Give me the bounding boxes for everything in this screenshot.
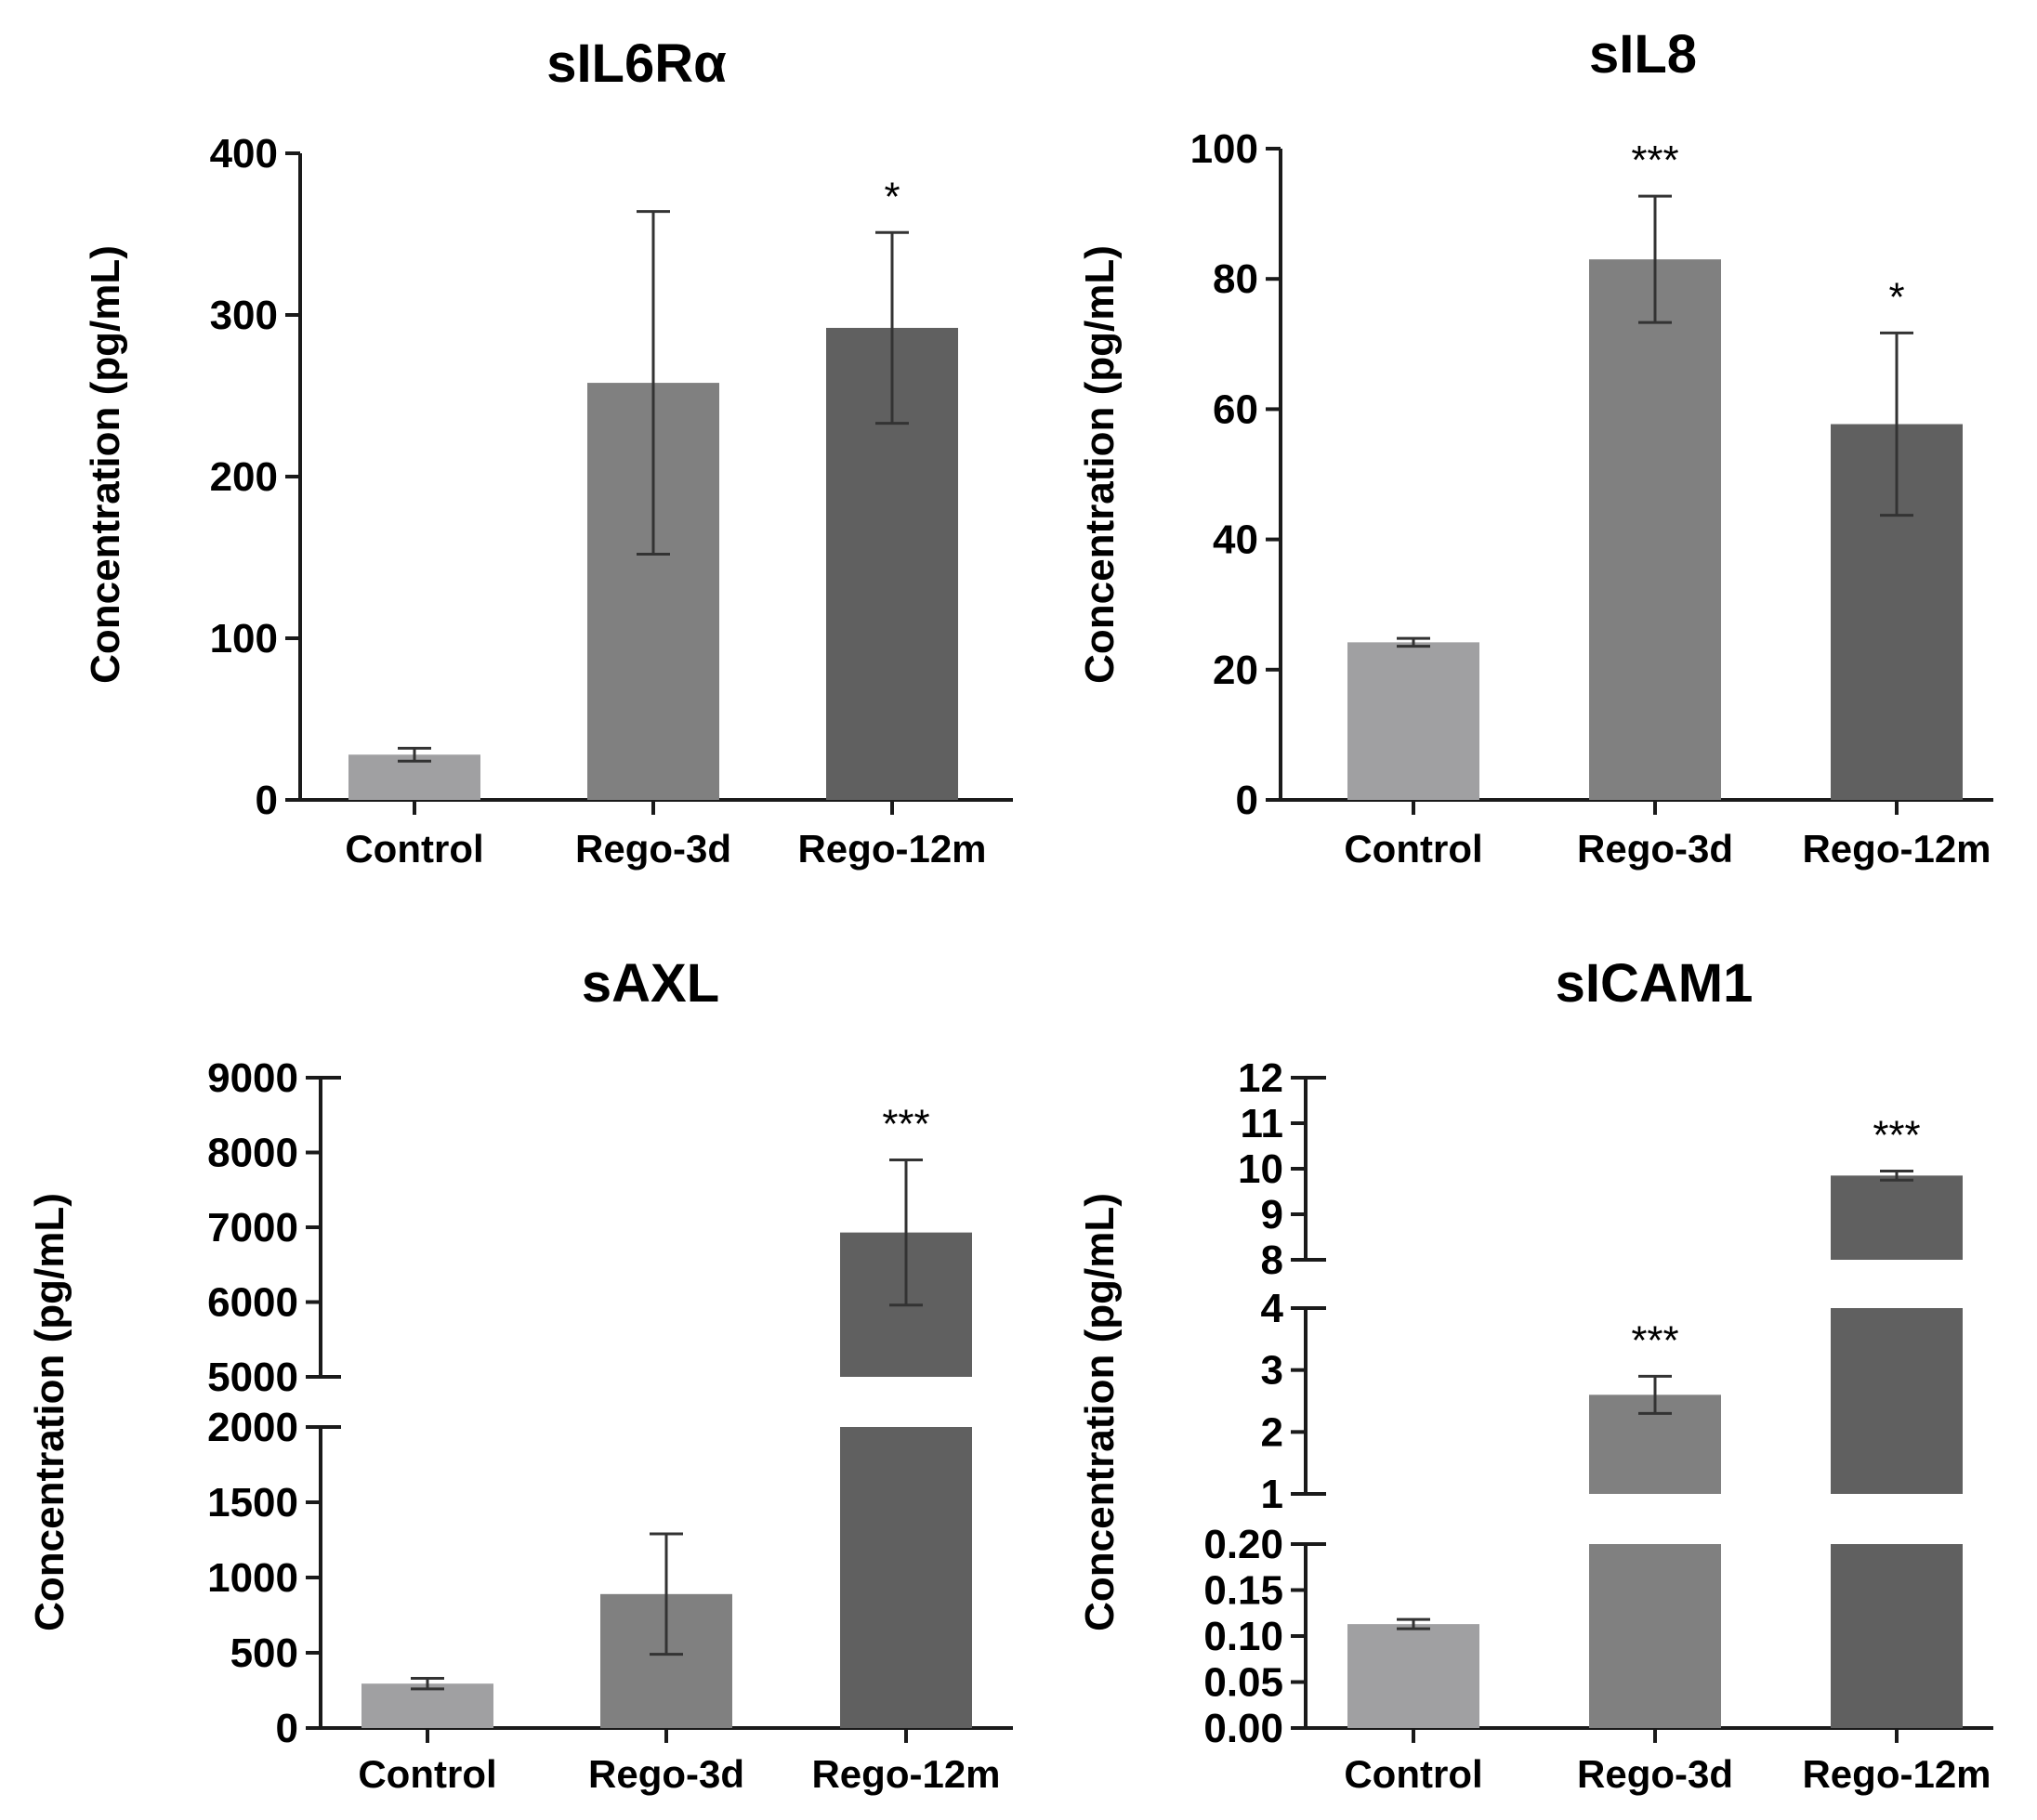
y-tick-label: 80 [1213, 256, 1258, 302]
y-tick-label: 100 [210, 616, 278, 661]
y-tick-label: 0 [256, 778, 278, 823]
x-tick-label-control: Control [358, 1752, 496, 1796]
y-tick-label: 2000 [207, 1405, 298, 1450]
y-tick-label: 20 [1213, 648, 1258, 693]
y-tick-label: 0.20 [1203, 1522, 1283, 1567]
y-tick-label: 1000 [207, 1555, 298, 1601]
panel-sicam1: sICAM1 Concentration (pg/mL) Control Reg… [1077, 953, 1993, 1796]
x-tick-label-rego-3d: Rego-3d [575, 827, 731, 871]
bar-rego-3d [1589, 1544, 1721, 1728]
x-tick-label-rego-3d: Rego-3d [1577, 1752, 1733, 1796]
y-tick-label: 300 [210, 293, 278, 338]
y-tick-label: 0 [1236, 778, 1258, 823]
y-tick-label: 12 [1238, 1055, 1283, 1101]
y-tick-label: 400 [210, 131, 278, 177]
y-tick-label: 100 [1190, 126, 1258, 172]
y-tick-label: 10 [1238, 1146, 1283, 1192]
y-tick-label: 0.15 [1203, 1568, 1283, 1614]
y-tick-label: 0.00 [1203, 1706, 1283, 1751]
y-axis-label: Concentration (pg/mL) [1077, 245, 1123, 684]
x-tick-label-control: Control [1344, 827, 1482, 871]
y-tick-label: 40 [1213, 517, 1258, 563]
chart-title: sICAM1 [1556, 953, 1754, 1014]
y-tick-label: 500 [230, 1630, 298, 1676]
x-tick-label-rego-3d: Rego-3d [1577, 827, 1733, 871]
y-tick-label: 9 [1261, 1192, 1283, 1237]
bar-rego-12m [840, 1427, 972, 1728]
bar-control [361, 1683, 493, 1728]
panel-sil8: sIL8 Concentration (pg/mL) Control Rego-… [1077, 24, 1993, 871]
y-tick-label: 9000 [207, 1055, 298, 1101]
panel-saxl: sAXL Concentration (pg/mL) Control Rego-… [27, 953, 1013, 1796]
chart-title: sIL6Rα [546, 33, 727, 94]
significance-marker: *** [1631, 137, 1678, 183]
y-tick-label: 4 [1261, 1286, 1284, 1331]
x-tick-label-rego-12m: Rego-12m [1802, 1752, 1991, 1796]
y-axis-label: Concentration (pg/mL) [27, 1193, 72, 1631]
y-axis-label: Concentration (pg/mL) [83, 245, 128, 684]
bar-rego-12m [1831, 1544, 1963, 1728]
y-axis-label: Concentration (pg/mL) [1077, 1193, 1123, 1631]
x-tick-label-rego-3d: Rego-3d [588, 1752, 744, 1796]
y-tick-label: 3 [1261, 1348, 1283, 1394]
significance-marker: * [1888, 274, 1904, 320]
y-tick-label: 7000 [207, 1205, 298, 1250]
y-tick-label: 2 [1261, 1409, 1283, 1455]
x-tick-label-control: Control [345, 827, 483, 871]
chart-title: sIL8 [1589, 24, 1697, 85]
y-tick-label: 1 [1261, 1472, 1283, 1517]
y-tick-label: 200 [210, 454, 278, 500]
y-tick-label: 5000 [207, 1355, 298, 1400]
significance-marker: *** [882, 1102, 929, 1147]
chart-title: sAXL [582, 953, 719, 1014]
bar-control [1347, 1624, 1479, 1728]
significance-marker: *** [1631, 1317, 1678, 1363]
significance-marker: *** [1873, 1112, 1920, 1158]
y-tick-label: 1500 [207, 1480, 298, 1525]
y-tick-label: 8 [1261, 1237, 1283, 1283]
y-tick-label: 60 [1213, 386, 1258, 432]
significance-marker: * [884, 174, 900, 219]
bar-rego-3d [1589, 259, 1721, 800]
y-tick-label: 0.10 [1203, 1614, 1283, 1659]
y-tick-label: 8000 [207, 1131, 298, 1176]
bar-rego-12m [1831, 1308, 1963, 1494]
x-tick-label-rego-12m: Rego-12m [797, 827, 986, 871]
y-tick-label: 0.05 [1203, 1660, 1283, 1706]
y-tick-label: 6000 [207, 1280, 298, 1326]
y-tick-label: 0 [276, 1706, 298, 1751]
y-tick-label: 11 [1240, 1101, 1283, 1146]
x-tick-label-rego-12m: Rego-12m [811, 1752, 1000, 1796]
bar-rego-12m [1831, 1175, 1963, 1260]
x-tick-label-rego-12m: Rego-12m [1802, 827, 1991, 871]
x-tick-label-control: Control [1344, 1752, 1482, 1796]
panel-sil6ra: sIL6Rα Concentration (pg/mL) Control Reg… [83, 33, 1013, 871]
bar-control [1347, 642, 1479, 800]
